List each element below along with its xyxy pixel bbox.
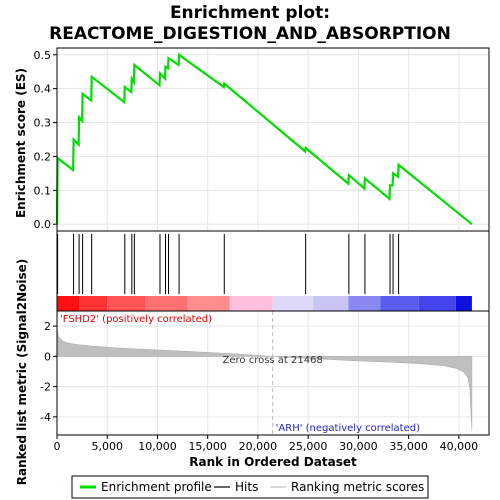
es-y-tick-label: 0.0 xyxy=(34,218,52,231)
x-axis-label: Rank in Ordered Dataset xyxy=(189,455,357,469)
x-tick-label: 0 xyxy=(54,440,61,453)
chart-title-line2: REACTOME_DIGESTION_AND_ABSORPTION xyxy=(49,24,451,44)
metric-panel-frame xyxy=(56,310,490,436)
color-bar-segment xyxy=(272,296,314,311)
ranking-metric-curve xyxy=(56,327,473,431)
x-tick-label: 40,000 xyxy=(440,440,479,453)
color-bar-segment xyxy=(187,296,230,311)
x-tick-label: 35,000 xyxy=(389,440,428,453)
legend-box xyxy=(71,475,429,499)
es-y-tick-label: 0.3 xyxy=(34,117,52,130)
es-y-axis-label: Enrichment score (ES) xyxy=(14,68,28,218)
negative-correlation-label: 'ARH' (negatively correlated) xyxy=(276,423,420,434)
color-bar-segment xyxy=(145,296,188,311)
es-y-ticks: 0.0 0.1 0.2 0.3 0.4 0.5 xyxy=(34,49,57,231)
enrichment-profile-line xyxy=(55,52,473,226)
x-tick-label: 30,000 xyxy=(339,440,378,453)
hits-panel xyxy=(56,230,490,312)
es-panel-frame xyxy=(56,47,490,232)
metric-y-ticks: 2 0 -2 -4 xyxy=(40,320,57,424)
color-bar-segment xyxy=(418,296,456,311)
color-bar-segment xyxy=(229,296,273,311)
es-y-tick-label: 0.4 xyxy=(34,83,52,96)
x-tick-label: 20,000 xyxy=(239,440,278,453)
color-bar-segment xyxy=(348,296,381,311)
x-ticks: 0 5,000 10,000 15,000 20,000 25,000 30,000 35,0… xyxy=(54,435,479,453)
metric-y-tick-label: 0 xyxy=(44,350,51,363)
legend-label: Hits xyxy=(235,480,258,494)
es-panel: 0.0 0.1 0.2 0.3 0.4 0.5 Enrichment score (ES) xyxy=(14,47,490,232)
x-tick-label: 25,000 xyxy=(289,440,328,453)
color-bar-segment xyxy=(455,296,472,311)
metric-y-tick-label: 2 xyxy=(44,320,51,333)
zero-cross-label: Zero cross at 21468 xyxy=(223,355,323,366)
metric-y-axis-label: Ranked list metric (Signal2Noise) xyxy=(15,259,29,486)
es-y-tick-label: 0.2 xyxy=(34,150,52,163)
legend-label: Enrichment profile xyxy=(101,480,212,494)
positive-correlation-label: 'FSHD2' (positively correlated) xyxy=(60,314,212,325)
x-tick-label: 10,000 xyxy=(138,440,177,453)
x-tick-label: 15,000 xyxy=(188,440,227,453)
es-y-tick-label: 0.1 xyxy=(34,184,52,197)
color-bar-segment xyxy=(57,296,80,311)
chart-title-line1: Enrichment plot: xyxy=(170,3,330,23)
es-gridlines xyxy=(56,48,489,231)
metric-y-tick-label: -4 xyxy=(40,411,51,424)
legend-label: Ranking metric scores xyxy=(291,480,424,494)
legend-items: Enrichment profile Hits Ranking metric sco… xyxy=(80,480,424,494)
legend: Enrichment profile Hits Ranking metric sco… xyxy=(71,475,429,499)
x-tick-label: 5,000 xyxy=(91,440,123,453)
color-bar-segment xyxy=(313,296,349,311)
color-bar-segment xyxy=(79,296,108,311)
hit-markers xyxy=(57,234,400,294)
metric-panel: 2 0 -2 -4 'FSHD2' (positively correlated) Z… xyxy=(15,259,490,486)
ranking-color-bar xyxy=(57,296,472,311)
es-y-tick-label: 0.5 xyxy=(34,49,52,62)
color-bar-segment xyxy=(107,296,146,311)
metric-y-tick-label: -2 xyxy=(40,381,51,394)
color-bar-segment xyxy=(380,296,419,311)
